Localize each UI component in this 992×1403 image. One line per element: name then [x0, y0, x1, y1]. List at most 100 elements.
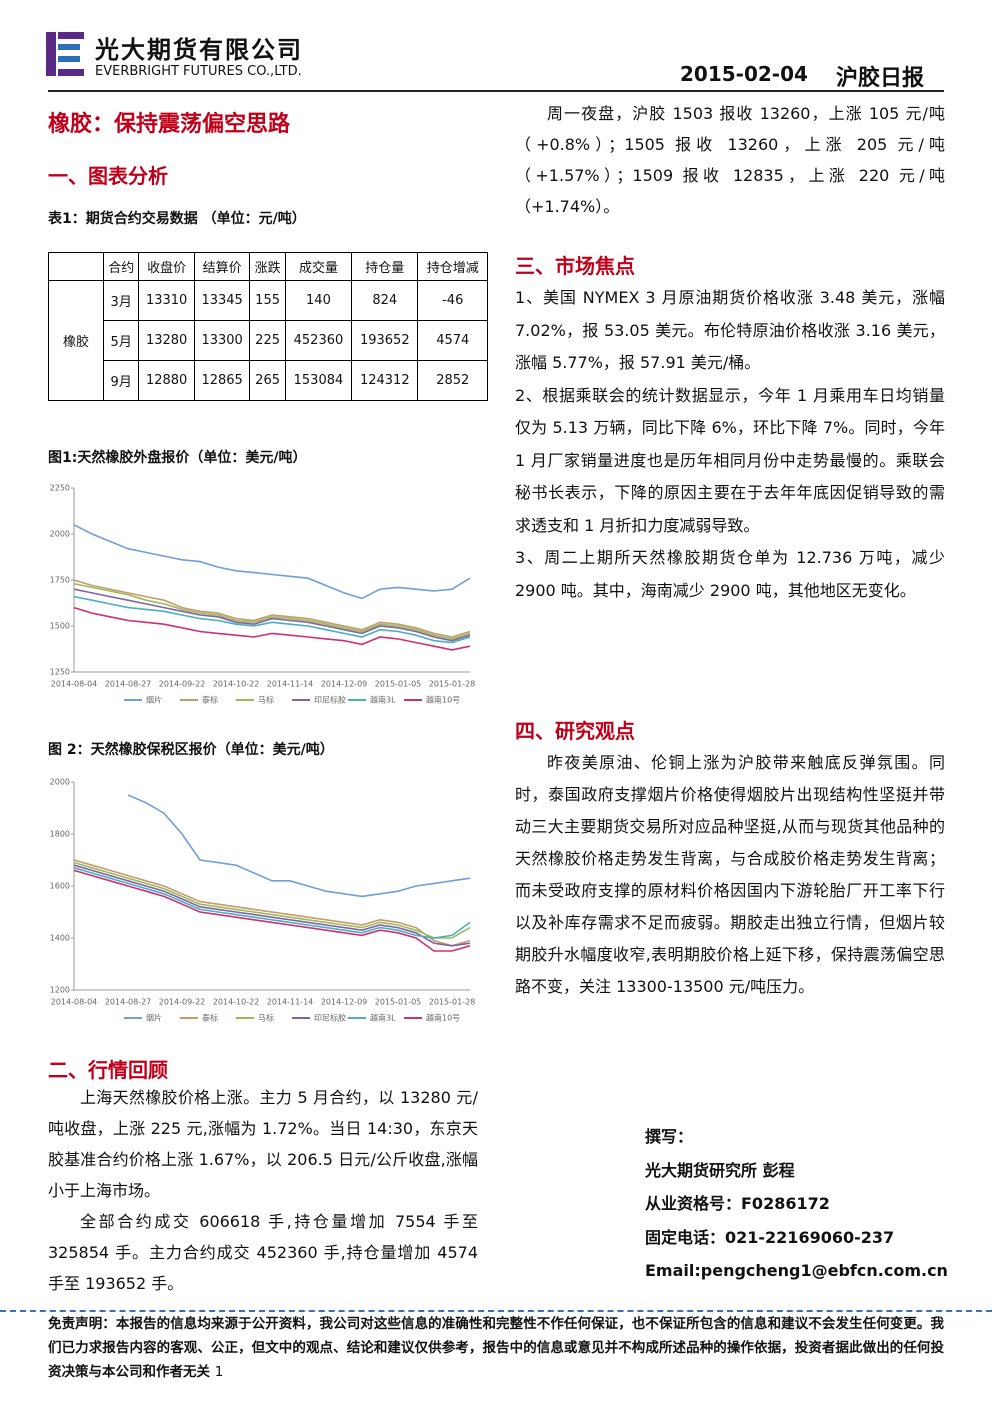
- series-line: [127, 794, 471, 898]
- x-tick-label: 2014-08-04: [51, 998, 98, 1007]
- series-line: [73, 595, 471, 644]
- cell: 13280: [138, 320, 195, 361]
- cell: 13300: [193, 320, 251, 361]
- x-tick-label: 2014-12-09: [321, 998, 368, 1007]
- footer-rule: [0, 1310, 992, 1312]
- paragraph: 周一夜盘，沪胶 1503 报收 13260，上涨 105 元/吨（+0.8%）；…: [515, 104, 945, 216]
- disclaimer: 免责声明：本报告的信息均来源于公开资料，我公司对这些信息的准确性和完整性不作任何…: [48, 1312, 944, 1384]
- x-tick-label: 2014-08-04: [51, 680, 98, 689]
- y-tick-label: 1400: [50, 934, 70, 943]
- row: 橡胶 3月 13310 13345 155 140 824 -46: [48, 280, 488, 401]
- y-tick-label: 1250: [50, 668, 70, 677]
- group-cell: 橡胶: [48, 280, 104, 401]
- disclaimer-text: 免责声明：本报告的信息均来源于公开资料，我公司对这些信息的准确性和完整性不作任何…: [48, 1316, 944, 1380]
- author-phone: 固定电话：021-22169060-237: [645, 1227, 895, 1247]
- header-cell: 合约: [102, 252, 140, 281]
- cell: 4574: [417, 320, 488, 361]
- heading: 一、图表分析: [48, 164, 168, 188]
- cell: -46: [417, 280, 488, 321]
- x-tick-label: 2014-10-22: [213, 998, 260, 1007]
- row: 9月 12880 12865 265 153084 124312 2852: [49, 360, 488, 401]
- series-line: [73, 579, 471, 638]
- paragraph: 上海天然橡胶价格上涨。主力 5 月合约，以 13280 元/吨收盘，上涨 225…: [48, 1088, 478, 1200]
- paragraph: 全部合约成交 606618 手,持仓量增加 7554 手至 325854 手。主…: [48, 1212, 478, 1293]
- legend-label: 烟片: [146, 1013, 162, 1023]
- x-tick-label: 2014-11-14: [267, 998, 314, 1007]
- x-tick-label: 2014-09-22: [159, 998, 206, 1007]
- report-date: 2015-02-04: [680, 62, 808, 86]
- author-org: 光大期货研究所 彭程: [645, 1160, 795, 1180]
- y-tick-label: 2250: [50, 484, 70, 493]
- x-tick-label: 2014-08-27: [105, 680, 152, 689]
- cell: 452360: [284, 320, 353, 361]
- cell: 824: [351, 280, 419, 321]
- legend-label: 越南3L: [370, 695, 396, 705]
- y-tick-label: 2000: [50, 530, 70, 539]
- series-line: [73, 588, 471, 642]
- x-tick-label: 2014-12-09: [321, 680, 368, 689]
- cell: 9月: [102, 360, 140, 401]
- header-rule: [48, 90, 944, 92]
- x-tick-label: 2015-01-05: [375, 998, 422, 1007]
- x-tick-label: 2015-01-28: [429, 998, 476, 1007]
- cell: 155: [249, 280, 286, 321]
- author: 撰写： 光大期货研究所 彭程 从业资格号：F0286172 固定电话：021-2…: [645, 1120, 948, 1288]
- data-table: 合约 收盘价 结算价 涨跌 成交量 持仓量 持仓增减 橡胶 3月 13310 13345 155 140…: [48, 252, 488, 401]
- y-tick-label: 1800: [50, 830, 70, 839]
- report-name: 沪胶日报: [836, 66, 925, 91]
- legend-label: 烟片: [146, 695, 162, 705]
- figure-caption: 图1:天然橡胶外盘报价（单位：美元/吨）: [48, 450, 307, 466]
- legend-label: 马标: [258, 695, 274, 705]
- cell: 13310: [138, 280, 195, 321]
- header-row: 合约 收盘价 结算价 涨跌 成交量 持仓量 持仓增减: [48, 252, 488, 281]
- item: 1、美国 NYMEX 3 月原油期货价格收涨 3.48 美元，涨幅 7.02%，…: [515, 288, 945, 372]
- x-tick-label: 2015-01-05: [375, 680, 422, 689]
- header-cell: 结算价: [193, 252, 251, 281]
- logo: [46, 32, 84, 76]
- heading: 四、研究观点: [515, 719, 635, 743]
- legend-label: 越南3L: [370, 1013, 396, 1023]
- series-line: [73, 867, 471, 939]
- cell: 12865: [193, 360, 251, 401]
- y-tick-label: 2000: [50, 778, 70, 787]
- legend-label: 印尼标胶: [314, 695, 346, 705]
- y-tick-label: 1600: [50, 882, 70, 891]
- paragraphs: 上海天然橡胶价格上涨。主力 5 月合约，以 13280 元/吨收盘，上涨 225…: [48, 1082, 478, 1299]
- figure-caption: 图 2：天然橡胶保税区报价（单位：美元/吨）: [48, 742, 334, 758]
- corner-cell: [48, 252, 104, 281]
- cell: 225: [249, 320, 286, 361]
- cell: 3月: [102, 280, 140, 321]
- page-number: 1: [214, 1364, 224, 1380]
- cell: 124312: [351, 360, 419, 401]
- chart: 1250 1500 1750 2000 2250 2014-08-04 2014-08-27…: [50, 484, 476, 705]
- item: 3、周二上期所天然橡胶期货仓单为 12.736 万吨，减少 2900 吨。其中，…: [515, 548, 945, 600]
- x-tick-label: 2014-10-22: [213, 680, 260, 689]
- cell: 153084: [284, 360, 353, 401]
- legend-label: 泰标: [202, 695, 218, 705]
- heading: 三、市场焦点: [515, 254, 635, 278]
- x-tick-label: 2014-09-22: [159, 680, 206, 689]
- row: 5月 13280 13300 225 452360 193652 4574: [49, 320, 488, 361]
- item: 2、根据乘联会的统计数据显示，今年 1 月乘用车日均销量仅为 5.13 万辆，同…: [515, 385, 945, 535]
- author-email: Email:pengcheng1@ebfcn.com.cn: [645, 1261, 948, 1280]
- series-line: [73, 859, 471, 947]
- paragraph: 昨夜美原油、伦铜上涨为沪胶带来触底反弹氛围。同时，泰国政府支撑烟片价格使得烟胶片…: [515, 753, 945, 996]
- cell: 5月: [102, 320, 140, 361]
- cell: 140: [284, 280, 353, 321]
- y-tick-label: 1750: [50, 576, 70, 585]
- y-tick-label: 1200: [50, 986, 70, 995]
- cell: 13345: [193, 280, 251, 321]
- legend-label: 印尼标胶: [314, 1013, 346, 1023]
- cell: 193652: [351, 320, 419, 361]
- heading: 二、行情回顾: [48, 1058, 168, 1082]
- legend-label: 越南10号: [426, 695, 460, 705]
- legend-label: 泰标: [202, 1013, 218, 1023]
- title: 橡胶：保持震荡偏空思路: [48, 112, 291, 137]
- series-line: [73, 582, 471, 640]
- x-tick-label: 2015-01-28: [429, 680, 476, 689]
- x-tick-label: 2014-08-27: [105, 998, 152, 1007]
- header-cell: 涨跌: [249, 252, 286, 281]
- series-line: [73, 524, 471, 600]
- header-cell: 持仓量: [351, 252, 419, 281]
